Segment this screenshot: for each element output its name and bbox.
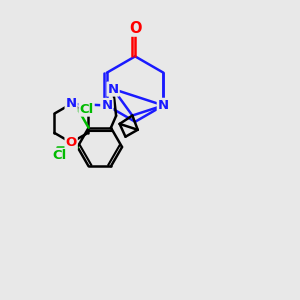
Text: N: N: [108, 82, 119, 96]
Text: N: N: [158, 99, 169, 112]
Text: Cl: Cl: [52, 149, 67, 162]
Text: N: N: [101, 99, 112, 112]
Text: N: N: [66, 98, 77, 110]
Text: O: O: [129, 21, 141, 36]
Text: Cl: Cl: [80, 103, 94, 116]
Text: O: O: [65, 136, 77, 149]
Text: N: N: [158, 99, 169, 112]
